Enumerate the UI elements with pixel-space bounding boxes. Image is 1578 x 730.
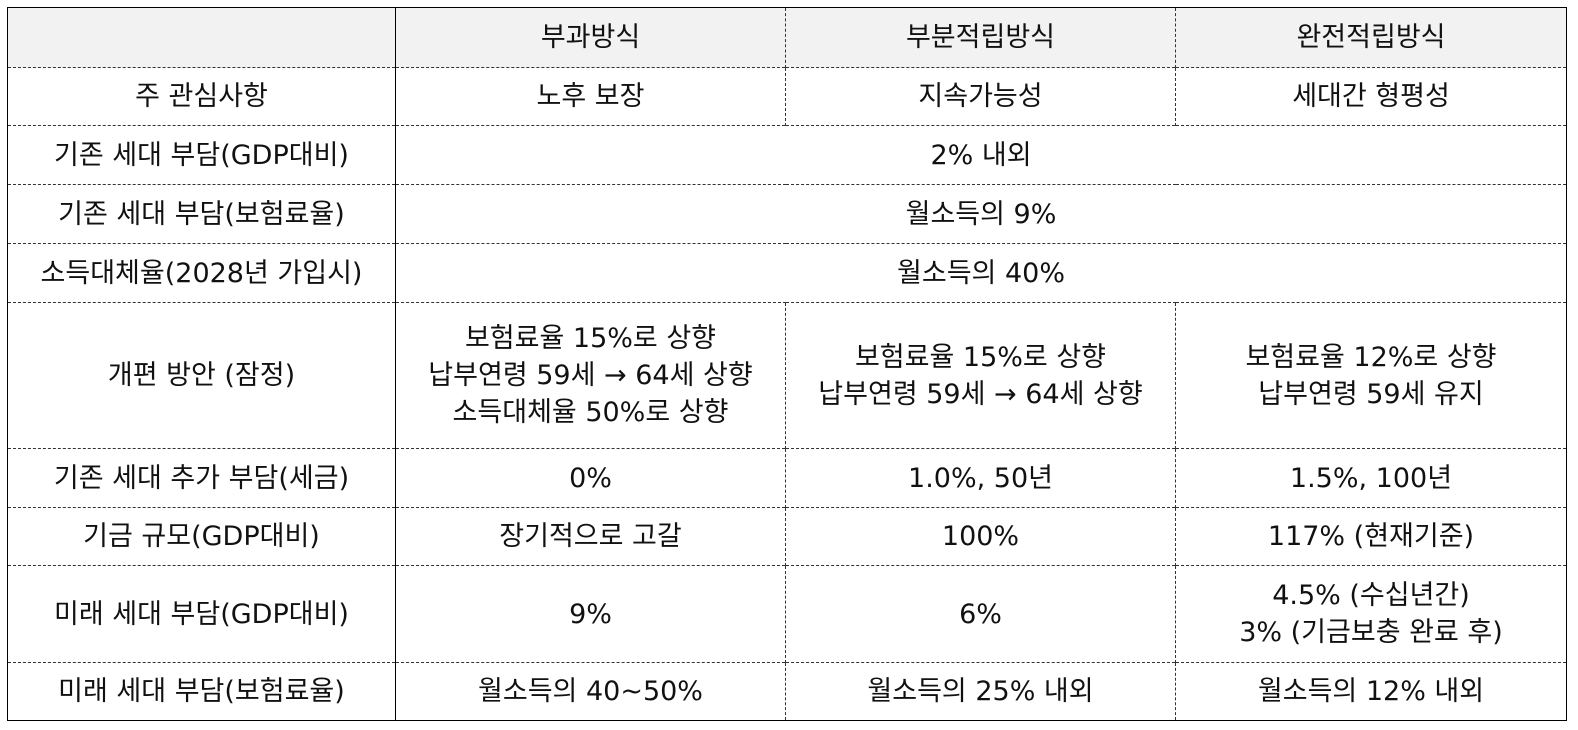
cell-line: 보험료율 15%로 상향 (854, 341, 1107, 373)
table-cell: 보험료율 15%로 상향 납부연령 59세 → 64세 상향 (785, 302, 1176, 449)
table-cell-merged: 월소득의 40% (395, 243, 1567, 303)
table-row: 기금 규모(GDP대비) 장기적으로 고갈 100% 117% (현재기준) (7, 507, 1567, 566)
table-row: 미래 세대 부담(GDP대비) 9% 6% 4.5% (수십년간) 3% (기금… (7, 565, 1567, 663)
row-label: 기존 세대 부담(보험료율) (7, 184, 396, 244)
cell-line: 보험료율 12%로 상향 (1245, 341, 1497, 373)
cell-line: 6% (959, 598, 1002, 630)
table-cell: 117% (현재기준) (1175, 507, 1567, 566)
table-cell: 9% (395, 565, 786, 663)
table-cell: 노후 보장 (395, 67, 786, 126)
cell-line: 소득대체율 50%로 상향 (452, 397, 729, 428)
table-cell: 6% (785, 565, 1176, 663)
cell-line: 납부연령 59세 → 64세 상향 (428, 360, 753, 391)
table-row: 기존 세대 부담(GDP대비) 2% 내외 (7, 125, 1567, 185)
header-full-funding: 완전적립방식 (1175, 7, 1567, 68)
cell-line: 보험료율 15%로 상향 (464, 323, 717, 354)
table-row: 기존 세대 추가 부담(세금) 0% 1.0%, 50년 1.5%, 100년 (7, 448, 1567, 508)
table-cell: 1.5%, 100년 (1175, 448, 1567, 508)
header-partial-funding: 부분적립방식 (785, 7, 1176, 68)
row-label: 기금 규모(GDP대비) (7, 507, 396, 566)
table-cell: 지속가능성 (785, 67, 1176, 126)
row-label: 기존 세대 추가 부담(세금) (7, 448, 396, 508)
pension-comparison-table: 부과방식 부분적립방식 완전적립방식 주 관심사항 노후 보장 지속가능성 세대… (7, 7, 1567, 721)
table-cell: 월소득의 25% 내외 (785, 662, 1176, 721)
table-row: 기존 세대 부담(보험료율) 월소득의 9% (7, 184, 1567, 244)
cell-line: 4.5% (수십년간) (1272, 580, 1470, 611)
row-label: 미래 세대 부담(GDP대비) (7, 565, 396, 663)
row-label: 기존 세대 부담(GDP대비) (7, 125, 396, 185)
cell-line: 납부연령 59세 유지 (1258, 378, 1484, 410)
table-cell: 보험료율 12%로 상향 납부연령 59세 유지 (1175, 302, 1567, 449)
table-cell: 0% (395, 448, 786, 508)
row-label: 개편 방안 (잠정) (7, 302, 396, 449)
table-row: 미래 세대 부담(보험료율) 월소득의 40~50% 월소득의 25% 내외 월… (7, 662, 1567, 721)
table-cell: 보험료율 15%로 상향 납부연령 59세 → 64세 상향 소득대체율 50%… (395, 302, 786, 449)
table-cell-merged: 2% 내외 (395, 125, 1567, 185)
row-label: 주 관심사항 (7, 67, 396, 126)
cell-line: 9% (569, 598, 612, 630)
table-cell: 월소득의 12% 내외 (1175, 662, 1567, 721)
row-label: 미래 세대 부담(보험료율) (7, 662, 396, 721)
table-cell: 1.0%, 50년 (785, 448, 1176, 508)
header-corner-cell (7, 7, 396, 68)
table-row: 소득대체율(2028년 가입시) 월소득의 40% (7, 243, 1567, 303)
table-cell: 4.5% (수십년간) 3% (기금보충 완료 후) (1175, 565, 1567, 663)
table-cell: 세대간 형평성 (1175, 67, 1567, 126)
table-cell: 100% (785, 507, 1176, 566)
row-label: 소득대체율(2028년 가입시) (7, 243, 396, 303)
cell-line: 3% (기금보충 완료 후) (1239, 617, 1503, 648)
cell-line: 납부연령 59세 → 64세 상향 (818, 378, 1143, 410)
table-cell: 월소득의 40~50% (395, 662, 786, 721)
header-row: 부과방식 부분적립방식 완전적립방식 (7, 7, 1567, 68)
header-paygo: 부과방식 (395, 7, 786, 68)
table-row: 개편 방안 (잠정) 보험료율 15%로 상향 납부연령 59세 → 64세 상… (7, 302, 1567, 449)
table-cell: 장기적으로 고갈 (395, 507, 786, 566)
table-cell-merged: 월소득의 9% (395, 184, 1567, 244)
table-row: 주 관심사항 노후 보장 지속가능성 세대간 형평성 (7, 67, 1567, 126)
